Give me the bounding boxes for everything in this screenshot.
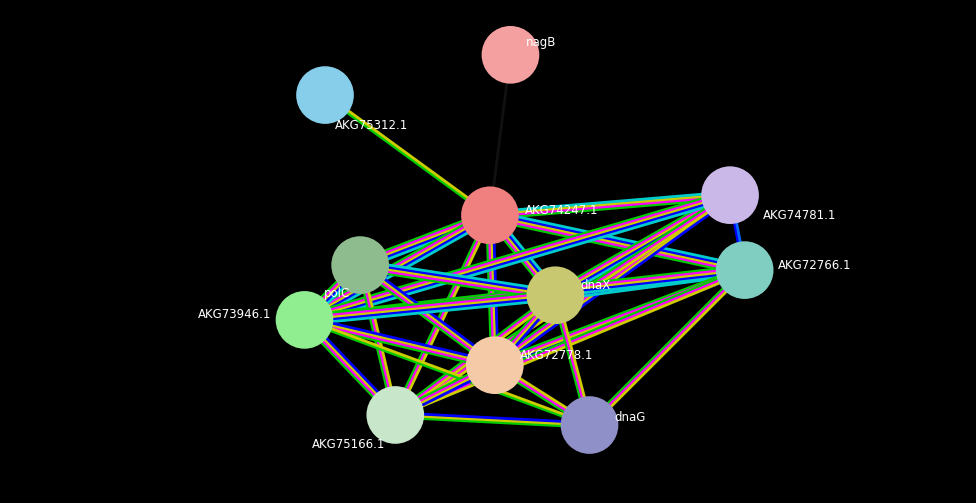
Circle shape	[462, 187, 518, 243]
Text: AKG74247.1: AKG74247.1	[525, 204, 598, 217]
Text: nagB: nagB	[525, 36, 555, 49]
Text: polC: polC	[324, 287, 350, 300]
Text: AKG72778.1: AKG72778.1	[520, 349, 593, 362]
Text: AKG72766.1: AKG72766.1	[778, 259, 851, 272]
Text: dnaX: dnaX	[581, 279, 611, 292]
Circle shape	[332, 237, 388, 293]
Circle shape	[561, 397, 618, 453]
Circle shape	[702, 167, 758, 223]
Text: AKG74781.1: AKG74781.1	[763, 209, 836, 222]
Text: dnaG: dnaG	[615, 410, 646, 424]
Circle shape	[527, 267, 584, 323]
Text: AKG75312.1: AKG75312.1	[335, 119, 408, 132]
Circle shape	[482, 27, 539, 83]
Text: AKG75166.1: AKG75166.1	[312, 439, 386, 452]
Circle shape	[367, 387, 424, 443]
Circle shape	[467, 337, 523, 393]
Circle shape	[297, 67, 353, 123]
Circle shape	[716, 242, 773, 298]
Circle shape	[276, 292, 333, 348]
Text: AKG73946.1: AKG73946.1	[198, 308, 271, 321]
